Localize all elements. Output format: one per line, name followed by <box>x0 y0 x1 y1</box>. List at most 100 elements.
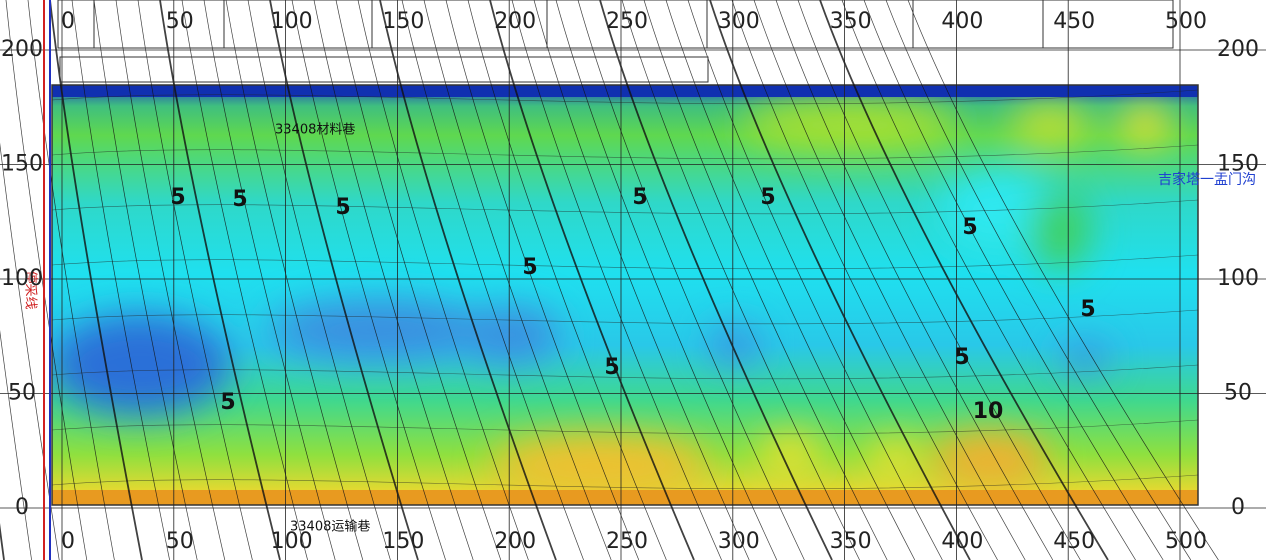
x-tick-label: 250 <box>606 9 648 34</box>
contour-line <box>643 0 888 560</box>
y-tick-label: 150 <box>1217 152 1259 177</box>
contour-line <box>885 0 1192 560</box>
contour-line <box>203 0 336 560</box>
contour-label: 5 <box>522 255 537 280</box>
contour-line <box>511 0 722 560</box>
y-tick-label: 200 <box>1217 37 1259 62</box>
contour-label: 5 <box>632 185 647 210</box>
contour-line <box>51 309 1199 325</box>
contour-label: 5 <box>954 345 969 370</box>
contour-line <box>313 0 474 560</box>
y-tick-label: 100 <box>1217 266 1259 291</box>
contour-line <box>0 330 32 560</box>
contour-label: 10 <box>973 399 1004 424</box>
contour-line <box>247 0 391 560</box>
contour-line <box>159 0 281 560</box>
x-tick-label: 450 <box>1053 9 1095 34</box>
x-tick-label: 200 <box>494 529 536 554</box>
contour-label: 5 <box>170 185 185 210</box>
x-tick-label: 500 <box>1165 529 1207 554</box>
contour-line <box>577 0 805 560</box>
contour-line <box>753 0 1026 560</box>
x-tick-label: 500 <box>1165 9 1207 34</box>
x-tick-label: 450 <box>1053 529 1095 554</box>
contour-line <box>51 89 1199 105</box>
y-tick-label: 200 <box>1 37 43 62</box>
contour-line <box>445 0 640 560</box>
x-tick-label: 350 <box>830 529 872 554</box>
x-tick-label: 250 <box>606 529 648 554</box>
boundary-label: 吉家塔一盂门沟 <box>1158 171 1256 188</box>
contour-line <box>51 474 1199 490</box>
roadway-label: 33408运输巷 <box>290 519 370 535</box>
contour-line <box>907 0 1219 560</box>
contour-line <box>51 199 1199 215</box>
x-tick-label: 300 <box>718 529 760 554</box>
x-tick-label: 100 <box>271 9 313 34</box>
y-tick-label: 0 <box>15 495 29 520</box>
contour-line <box>731 0 998 560</box>
contour-line <box>49 0 143 560</box>
x-tick-label: 0 <box>61 529 75 554</box>
x-tick-label: 300 <box>718 9 760 34</box>
contour-label: 5 <box>760 185 775 210</box>
contour-label: 5 <box>1080 297 1095 322</box>
roadway-label: 33408材料巷 <box>275 123 355 138</box>
contour-line <box>137 0 253 560</box>
contour-line <box>775 0 1054 560</box>
contour-line <box>401 0 584 560</box>
panel-border <box>51 84 1199 506</box>
x-tick-label: 150 <box>382 529 424 554</box>
contour-line <box>51 144 1199 160</box>
contour-line <box>863 0 1164 560</box>
contour-label: 5 <box>220 390 235 415</box>
contour-line <box>51 254 1199 270</box>
contour-fill <box>52 85 1198 505</box>
y-tick-label: 150 <box>1 152 43 177</box>
contour-line <box>357 0 529 560</box>
contour-line <box>225 0 364 560</box>
x-tick-label: 400 <box>941 529 983 554</box>
contour-line <box>93 0 198 560</box>
y-tick-label: 50 <box>1224 381 1252 406</box>
contour-label: 5 <box>962 215 977 240</box>
contour-line <box>379 0 557 560</box>
contour-line <box>0 142 60 560</box>
contour-line <box>5 0 88 560</box>
contour-line <box>51 364 1199 380</box>
x-tick-label: 0 <box>61 9 75 34</box>
top-boxes <box>57 0 1174 83</box>
x-tick-label: 50 <box>166 529 194 554</box>
y-tick-label: 0 <box>1231 495 1245 520</box>
contour-line <box>621 0 860 560</box>
x-tick-label: 400 <box>941 9 983 34</box>
contour-line <box>533 0 750 560</box>
x-tick-label: 50 <box>166 9 194 34</box>
contour-line <box>423 0 612 560</box>
contour-line <box>467 0 667 560</box>
contour-line <box>709 0 971 560</box>
contour-line <box>797 0 1081 560</box>
contour-line <box>665 0 916 560</box>
contour-line <box>687 0 943 560</box>
y-tick-label: 100 <box>1 266 43 291</box>
stop-line-label: 停采线 <box>23 270 39 309</box>
contour-label: 5 <box>232 187 247 212</box>
x-tick-label: 350 <box>830 9 872 34</box>
x-tick-label: 150 <box>382 9 424 34</box>
x-tick-label: 100 <box>271 529 313 554</box>
contour-line <box>27 0 115 560</box>
y-tick-label: 50 <box>8 381 36 406</box>
contour-line <box>819 0 1109 560</box>
contour-line <box>841 0 1136 560</box>
contour-label: 5 <box>335 195 350 220</box>
contour-line <box>269 0 419 560</box>
contour-line <box>51 419 1199 435</box>
contour-line <box>555 0 778 560</box>
contour-line <box>115 0 226 560</box>
x-tick-label: 200 <box>494 9 536 34</box>
contour-line <box>489 0 695 560</box>
contour-line <box>71 0 170 560</box>
